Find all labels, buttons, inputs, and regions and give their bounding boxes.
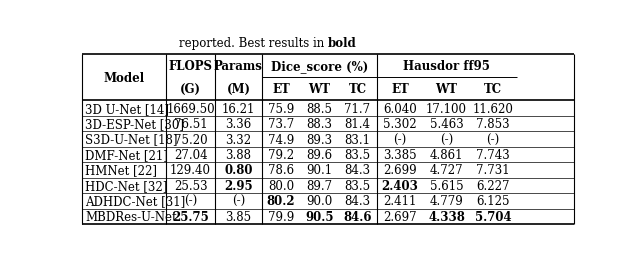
Text: bold: bold — [328, 37, 356, 50]
Text: WT: WT — [436, 83, 458, 96]
Text: 1669.50: 1669.50 — [166, 102, 215, 115]
Text: 84.3: 84.3 — [344, 164, 371, 177]
Text: 6.040: 6.040 — [383, 102, 417, 115]
Text: 3.85: 3.85 — [225, 210, 252, 223]
Text: MBDRes-U-Net: MBDRes-U-Net — [85, 210, 177, 223]
Text: 4.338: 4.338 — [428, 210, 465, 223]
Text: 5.302: 5.302 — [383, 118, 417, 131]
Text: FLOPS: FLOPS — [168, 60, 212, 73]
Text: 79.2: 79.2 — [268, 148, 294, 161]
Text: 7.743: 7.743 — [476, 148, 510, 161]
Text: 4.727: 4.727 — [430, 164, 463, 177]
Text: (M): (M) — [227, 83, 250, 96]
Text: TC: TC — [348, 83, 367, 96]
Text: 89.7: 89.7 — [306, 179, 332, 192]
Text: 0.80: 0.80 — [224, 164, 253, 177]
Text: 2.699: 2.699 — [383, 164, 417, 177]
Text: 2.95: 2.95 — [224, 179, 253, 192]
Text: 3.88: 3.88 — [225, 148, 252, 161]
Text: 3D U-Net [14]: 3D U-Net [14] — [85, 102, 169, 115]
Text: 84.3: 84.3 — [344, 195, 371, 208]
Text: 4.861: 4.861 — [430, 148, 463, 161]
Text: 74.9: 74.9 — [268, 133, 294, 146]
Text: 89.3: 89.3 — [306, 133, 332, 146]
Text: 5.704: 5.704 — [475, 210, 511, 223]
Text: 78.6: 78.6 — [268, 164, 294, 177]
Text: Model: Model — [104, 72, 145, 85]
Text: 7.731: 7.731 — [476, 164, 510, 177]
Text: HDC-Net [32]: HDC-Net [32] — [85, 179, 167, 192]
Text: 90.1: 90.1 — [306, 164, 332, 177]
Text: reported. Best results in: reported. Best results in — [179, 37, 328, 50]
Text: 6.125: 6.125 — [477, 195, 510, 208]
Text: Dice_score (%): Dice_score (%) — [271, 60, 368, 73]
Text: 2.697: 2.697 — [383, 210, 417, 223]
Text: 79.9: 79.9 — [268, 210, 294, 223]
Text: 88.3: 88.3 — [306, 118, 332, 131]
Text: 3.385: 3.385 — [383, 148, 417, 161]
Text: 4.779: 4.779 — [429, 195, 463, 208]
Text: (-): (-) — [486, 133, 500, 146]
Text: 83.1: 83.1 — [344, 133, 371, 146]
Text: 83.5: 83.5 — [344, 148, 371, 161]
Text: 6.227: 6.227 — [477, 179, 510, 192]
Text: 75.20: 75.20 — [173, 133, 207, 146]
Text: 76.51: 76.51 — [173, 118, 207, 131]
Text: 3.32: 3.32 — [225, 133, 252, 146]
Text: (-): (-) — [232, 195, 245, 208]
Text: 75.9: 75.9 — [268, 102, 294, 115]
Text: 90.5: 90.5 — [305, 210, 333, 223]
Text: 88.5: 88.5 — [306, 102, 332, 115]
Text: Params: Params — [214, 60, 263, 73]
Text: (-): (-) — [440, 133, 453, 146]
Text: 2.403: 2.403 — [381, 179, 419, 192]
Text: 80.2: 80.2 — [266, 195, 295, 208]
Text: 81.4: 81.4 — [344, 118, 371, 131]
Text: 90.0: 90.0 — [306, 195, 332, 208]
Text: ET: ET — [272, 83, 290, 96]
Text: 11.620: 11.620 — [473, 102, 514, 115]
Text: 71.7: 71.7 — [344, 102, 371, 115]
Text: 16.21: 16.21 — [221, 102, 255, 115]
Text: WT: WT — [308, 83, 330, 96]
Text: ADHDC-Net [31]: ADHDC-Net [31] — [85, 195, 185, 208]
Text: 17.100: 17.100 — [426, 102, 467, 115]
Text: ET: ET — [391, 83, 409, 96]
Text: (-): (-) — [394, 133, 406, 146]
Text: 27.04: 27.04 — [173, 148, 207, 161]
Text: 3D-ESP-Net [30]: 3D-ESP-Net [30] — [85, 118, 184, 131]
Text: 129.40: 129.40 — [170, 164, 211, 177]
Text: 83.5: 83.5 — [344, 179, 371, 192]
Text: 5.463: 5.463 — [429, 118, 463, 131]
Text: 73.7: 73.7 — [268, 118, 294, 131]
Text: (G): (G) — [180, 83, 201, 96]
Text: 80.0: 80.0 — [268, 179, 294, 192]
Text: S3D-U-Net [18]: S3D-U-Net [18] — [85, 133, 177, 146]
Text: TC: TC — [484, 83, 502, 96]
Text: 25.53: 25.53 — [173, 179, 207, 192]
Text: 7.853: 7.853 — [476, 118, 510, 131]
Text: 25.75: 25.75 — [172, 210, 209, 223]
Text: Hausdor ff95: Hausdor ff95 — [403, 60, 490, 73]
Text: 89.6: 89.6 — [306, 148, 332, 161]
Text: 5.615: 5.615 — [430, 179, 463, 192]
Text: HMNet [22]: HMNet [22] — [85, 164, 157, 177]
Text: DMF-Net [21]: DMF-Net [21] — [85, 148, 168, 161]
Text: 2.411: 2.411 — [383, 195, 417, 208]
Text: 3.36: 3.36 — [225, 118, 252, 131]
Text: (-): (-) — [184, 195, 197, 208]
Text: 84.6: 84.6 — [343, 210, 372, 223]
